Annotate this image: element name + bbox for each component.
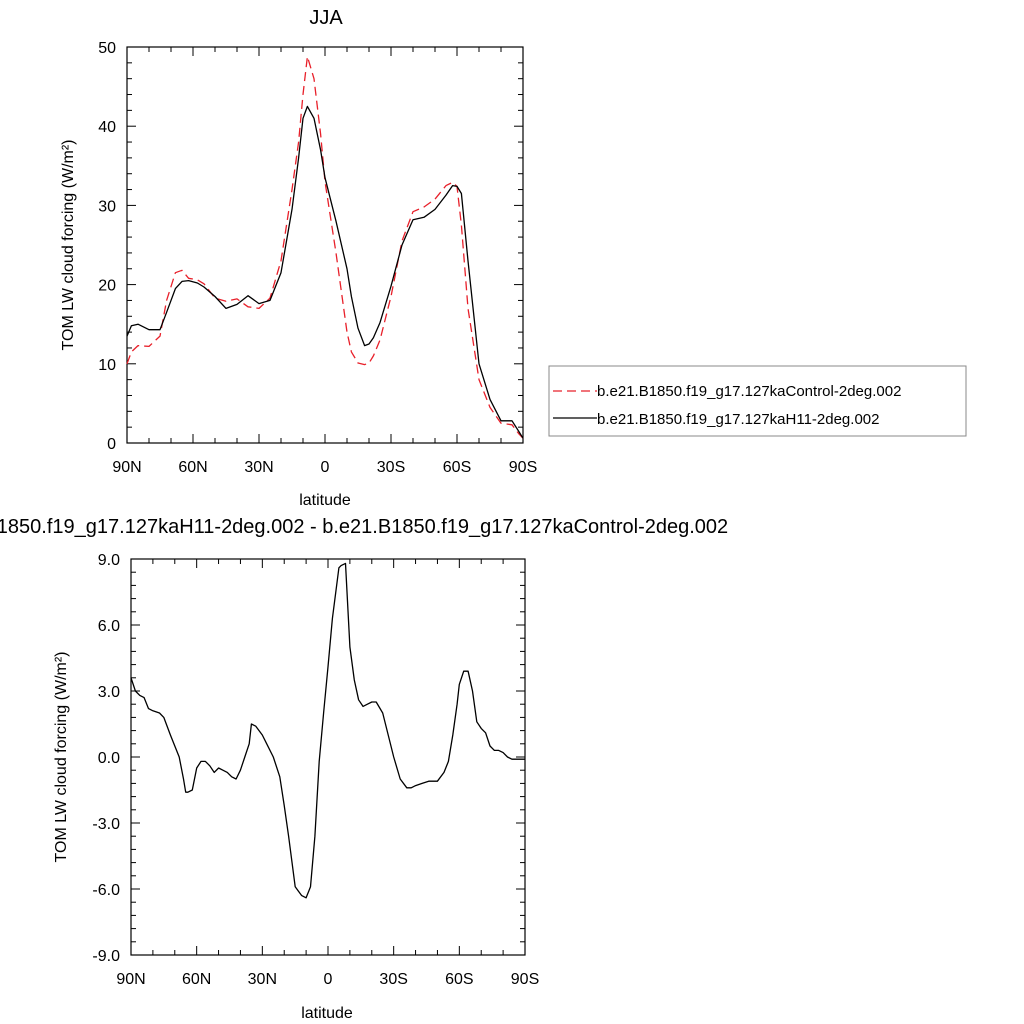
- bottom-y-tick-label: -6.0: [92, 882, 120, 899]
- top-series-line-0: [126, 55, 524, 439]
- top-x-tick-label: 60S: [443, 459, 471, 476]
- top-series-lines: [126, 55, 524, 439]
- bottom-plot-frame: [130, 558, 526, 956]
- bottom-x-axis-label: latitude: [301, 1005, 353, 1022]
- top-y-tick-label: 0: [107, 436, 116, 453]
- legend: b.e21.B1850.f19_g17.127kaControl-2deg.00…: [548, 365, 967, 437]
- top-x-tick-label: 90S: [509, 459, 537, 476]
- bottom-series-lines: [130, 562, 525, 899]
- top-y-tick-label: 40: [98, 119, 116, 136]
- top-y-tick-label: 10: [98, 357, 116, 374]
- bottom-x-tick-label: 90N: [116, 971, 145, 988]
- top-y-tick-label: 50: [98, 40, 116, 57]
- bottom-x-tick-label: 60N: [182, 971, 211, 988]
- legend-frame: [548, 365, 967, 437]
- top-x-tick-label: 30S: [377, 459, 405, 476]
- top-y-tick-label: 20: [98, 278, 116, 295]
- bottom-y-tick-label: 3.0: [98, 684, 120, 701]
- bottom-y-axis-label: TOM LW cloud forcing (W/m²): [53, 652, 70, 863]
- top-x-tick-label: 0: [321, 459, 330, 476]
- bottom-x-tick-label: 90S: [511, 971, 539, 988]
- bottom-x-tick-label: 30S: [379, 971, 407, 988]
- bottom-y-tick-label: 0.0: [98, 750, 120, 767]
- top-x-tick-label: 90N: [112, 459, 141, 476]
- bottom-y-tick-label: -3.0: [92, 816, 120, 833]
- bottom-axis-ticks: 90N 60N 30N 0 30S 60S 90S -9.0 -6.0 -3.0 0.0 3.0 6.0…: [92, 552, 539, 988]
- top-x-tick-label: 30N: [244, 459, 273, 476]
- bottom-panel: b.e21.B1850.f19_g17.127kaH11-2deg.002 - …: [0, 516, 728, 1022]
- top-y-tick-label: 30: [98, 198, 116, 215]
- top-panel: JJA 90N 60N 30N 0 30S 60S 90S 0 10 20 30 40 50 latit…: [60, 7, 537, 509]
- bottom-x-tick-label: 30N: [248, 971, 277, 988]
- bottom-y-tick-label: 9.0: [98, 552, 120, 569]
- bottom-chart-title: b.e21.B1850.f19_g17.127kaH11-2deg.002 - …: [0, 516, 728, 538]
- top-series-line-1: [126, 105, 524, 439]
- bottom-y-tick-label: -9.0: [92, 948, 120, 965]
- bottom-y-tick-label: 6.0: [98, 618, 120, 635]
- bottom-series-line-0: [130, 562, 525, 899]
- top-axis-ticks: 90N 60N 30N 0 30S 60S 90S 0 10 20 30 40 50: [98, 40, 537, 476]
- top-x-tick-label: 60N: [178, 459, 207, 476]
- legend-entry-control: b.e21.B1850.f19_g17.127kaControl-2deg.00…: [597, 383, 901, 400]
- bottom-x-tick-label: 60S: [445, 971, 473, 988]
- top-chart-title: JJA: [309, 7, 343, 29]
- legend-entry-h11: b.e21.B1850.f19_g17.127kaH11-2deg.002: [597, 411, 879, 428]
- top-y-axis-label: TOM LW cloud forcing (W/m²): [60, 140, 77, 351]
- bottom-x-tick-label: 0: [324, 971, 333, 988]
- top-x-axis-label: latitude: [299, 492, 351, 509]
